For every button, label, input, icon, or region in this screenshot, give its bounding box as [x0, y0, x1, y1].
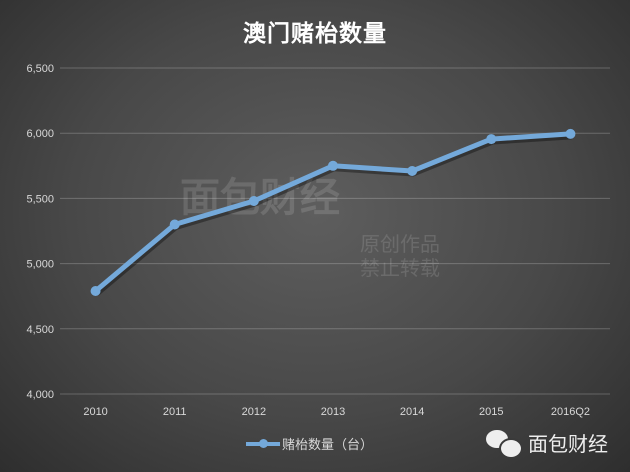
y-tick-label: 6,000	[26, 128, 54, 140]
data-point	[169, 219, 180, 230]
footer-brand: 面包财经	[486, 428, 608, 459]
data-point	[407, 166, 418, 177]
data-point	[565, 128, 576, 139]
x-tick-label: 2015	[479, 406, 503, 418]
x-tick-label: 2012	[242, 406, 266, 418]
chart-title: 澳门赌枱数量	[243, 21, 387, 47]
legend-label: 赌枱数量（台）	[282, 438, 374, 453]
y-tick-label: 5,500	[26, 193, 54, 205]
data-point	[248, 196, 259, 207]
x-tick-label: 2013	[321, 406, 345, 418]
y-tick-label: 5,000	[26, 259, 54, 271]
wechat-icon	[486, 429, 523, 459]
x-tick-label: 2016Q2	[551, 406, 590, 418]
data-point	[90, 285, 101, 296]
watermark-text: 原创作品 禁止转载	[360, 232, 440, 280]
legend: 赌枱数量（台）	[246, 434, 373, 453]
data-point	[486, 134, 497, 145]
series-line	[93, 131, 571, 293]
y-tick-label: 4,000	[26, 389, 54, 401]
brand-name: 面包财经	[528, 432, 608, 456]
y-tick-label: 4,500	[26, 324, 54, 336]
series-line-shadow	[94, 132, 572, 296]
y-tick-label: 6,500	[26, 63, 54, 75]
x-tick-label: 2011	[163, 406, 187, 418]
x-tick-label: 2014	[400, 406, 424, 418]
x-tick-label: 2010	[83, 406, 107, 418]
data-point	[328, 160, 338, 171]
legend-swatch	[246, 438, 280, 448]
